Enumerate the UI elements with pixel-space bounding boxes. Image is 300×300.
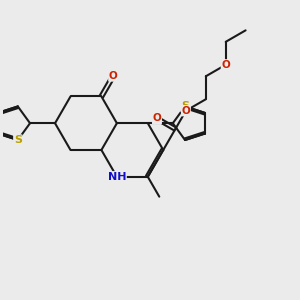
Text: S: S: [14, 135, 22, 145]
Text: O: O: [182, 106, 190, 116]
Text: S: S: [181, 101, 189, 111]
Text: O: O: [221, 60, 230, 70]
Text: O: O: [153, 113, 161, 124]
Text: NH: NH: [108, 172, 126, 182]
Text: O: O: [109, 71, 118, 81]
